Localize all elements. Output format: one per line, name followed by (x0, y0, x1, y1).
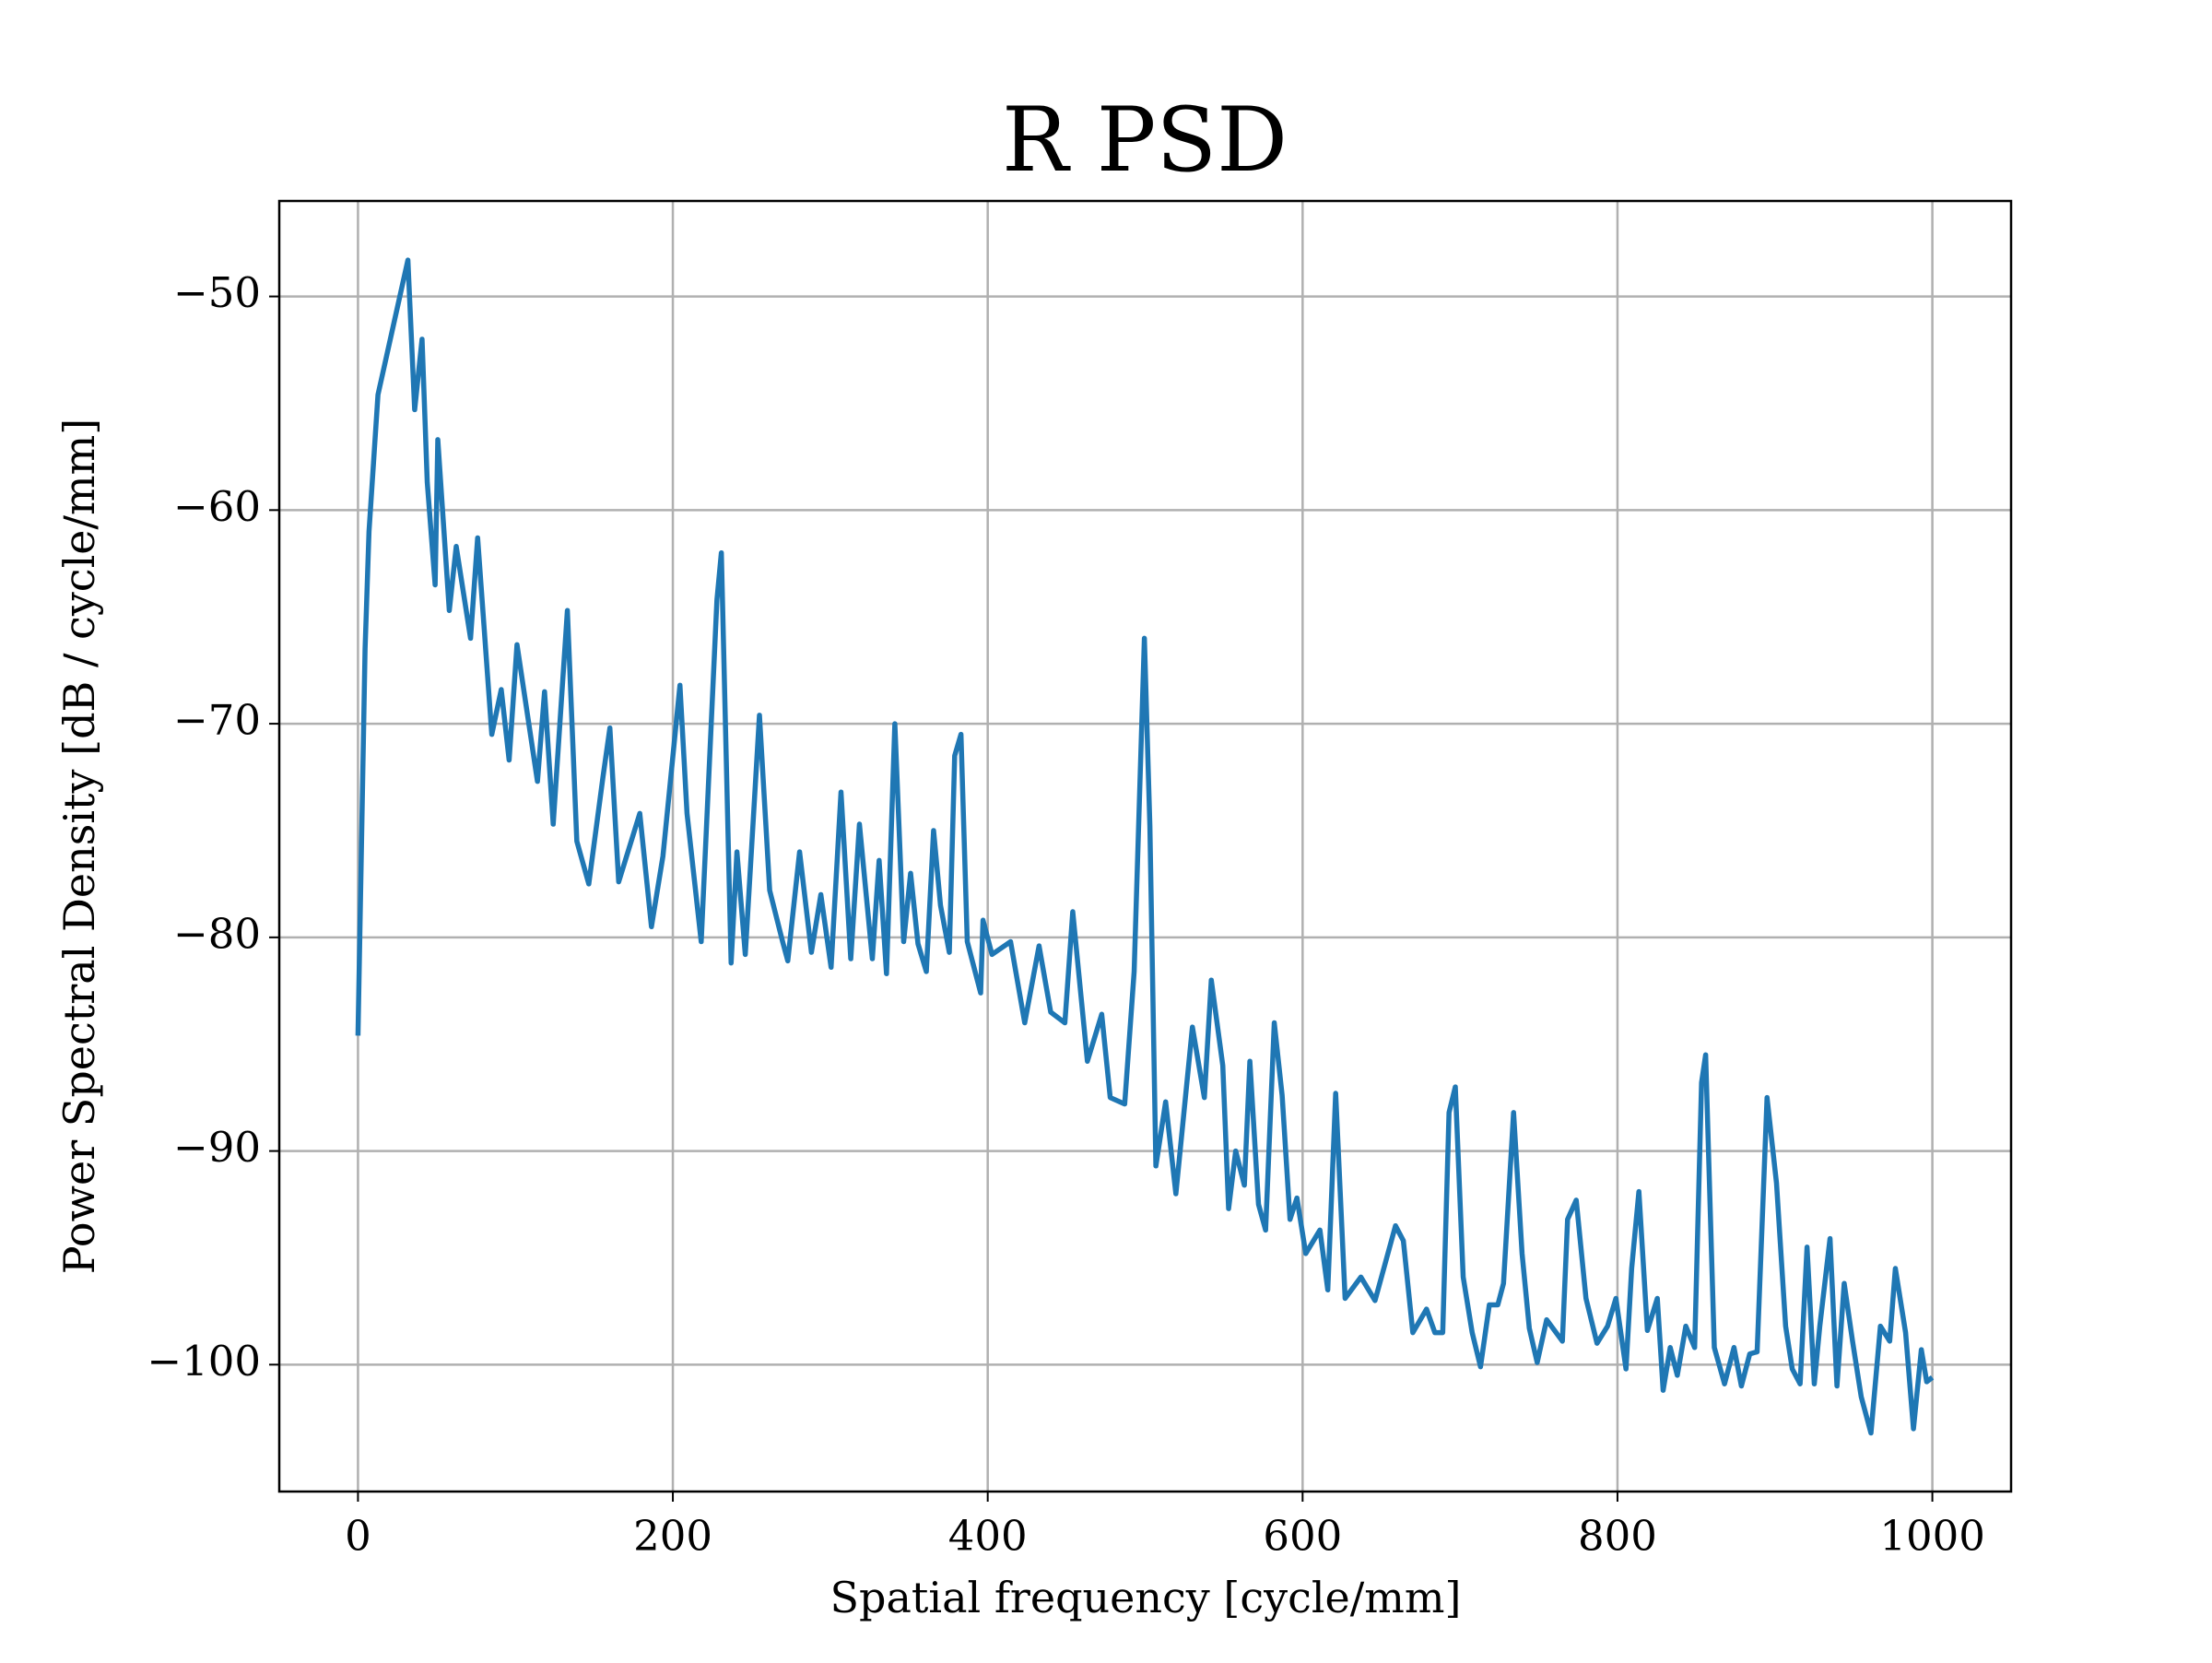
y-tick-label: −60 (173, 482, 261, 531)
y-tick-label: −70 (173, 696, 261, 745)
chart-title: R PSD (1002, 88, 1288, 192)
x-axis-label: Spatial frequency [cycle/mm] (830, 1573, 1462, 1622)
x-tick-label: 1000 (1879, 1512, 1985, 1561)
x-tick-label: 800 (1578, 1512, 1657, 1561)
x-tick-label: 600 (1263, 1512, 1342, 1561)
y-tick-label: −80 (173, 909, 261, 958)
psd-line (355, 257, 1935, 1436)
y-tick-label: −50 (173, 268, 261, 317)
x-tick-label: 200 (633, 1512, 712, 1561)
y-axis-label: Power Spectral Density [dB / cycle/mm] (54, 419, 104, 1274)
y-tick-label: −90 (173, 1123, 261, 1172)
y-tick-label: −100 (147, 1337, 261, 1386)
x-tick-label: 400 (948, 1512, 1028, 1561)
plot-frame (277, 199, 2013, 1493)
x-tick-label: 0 (345, 1512, 371, 1561)
